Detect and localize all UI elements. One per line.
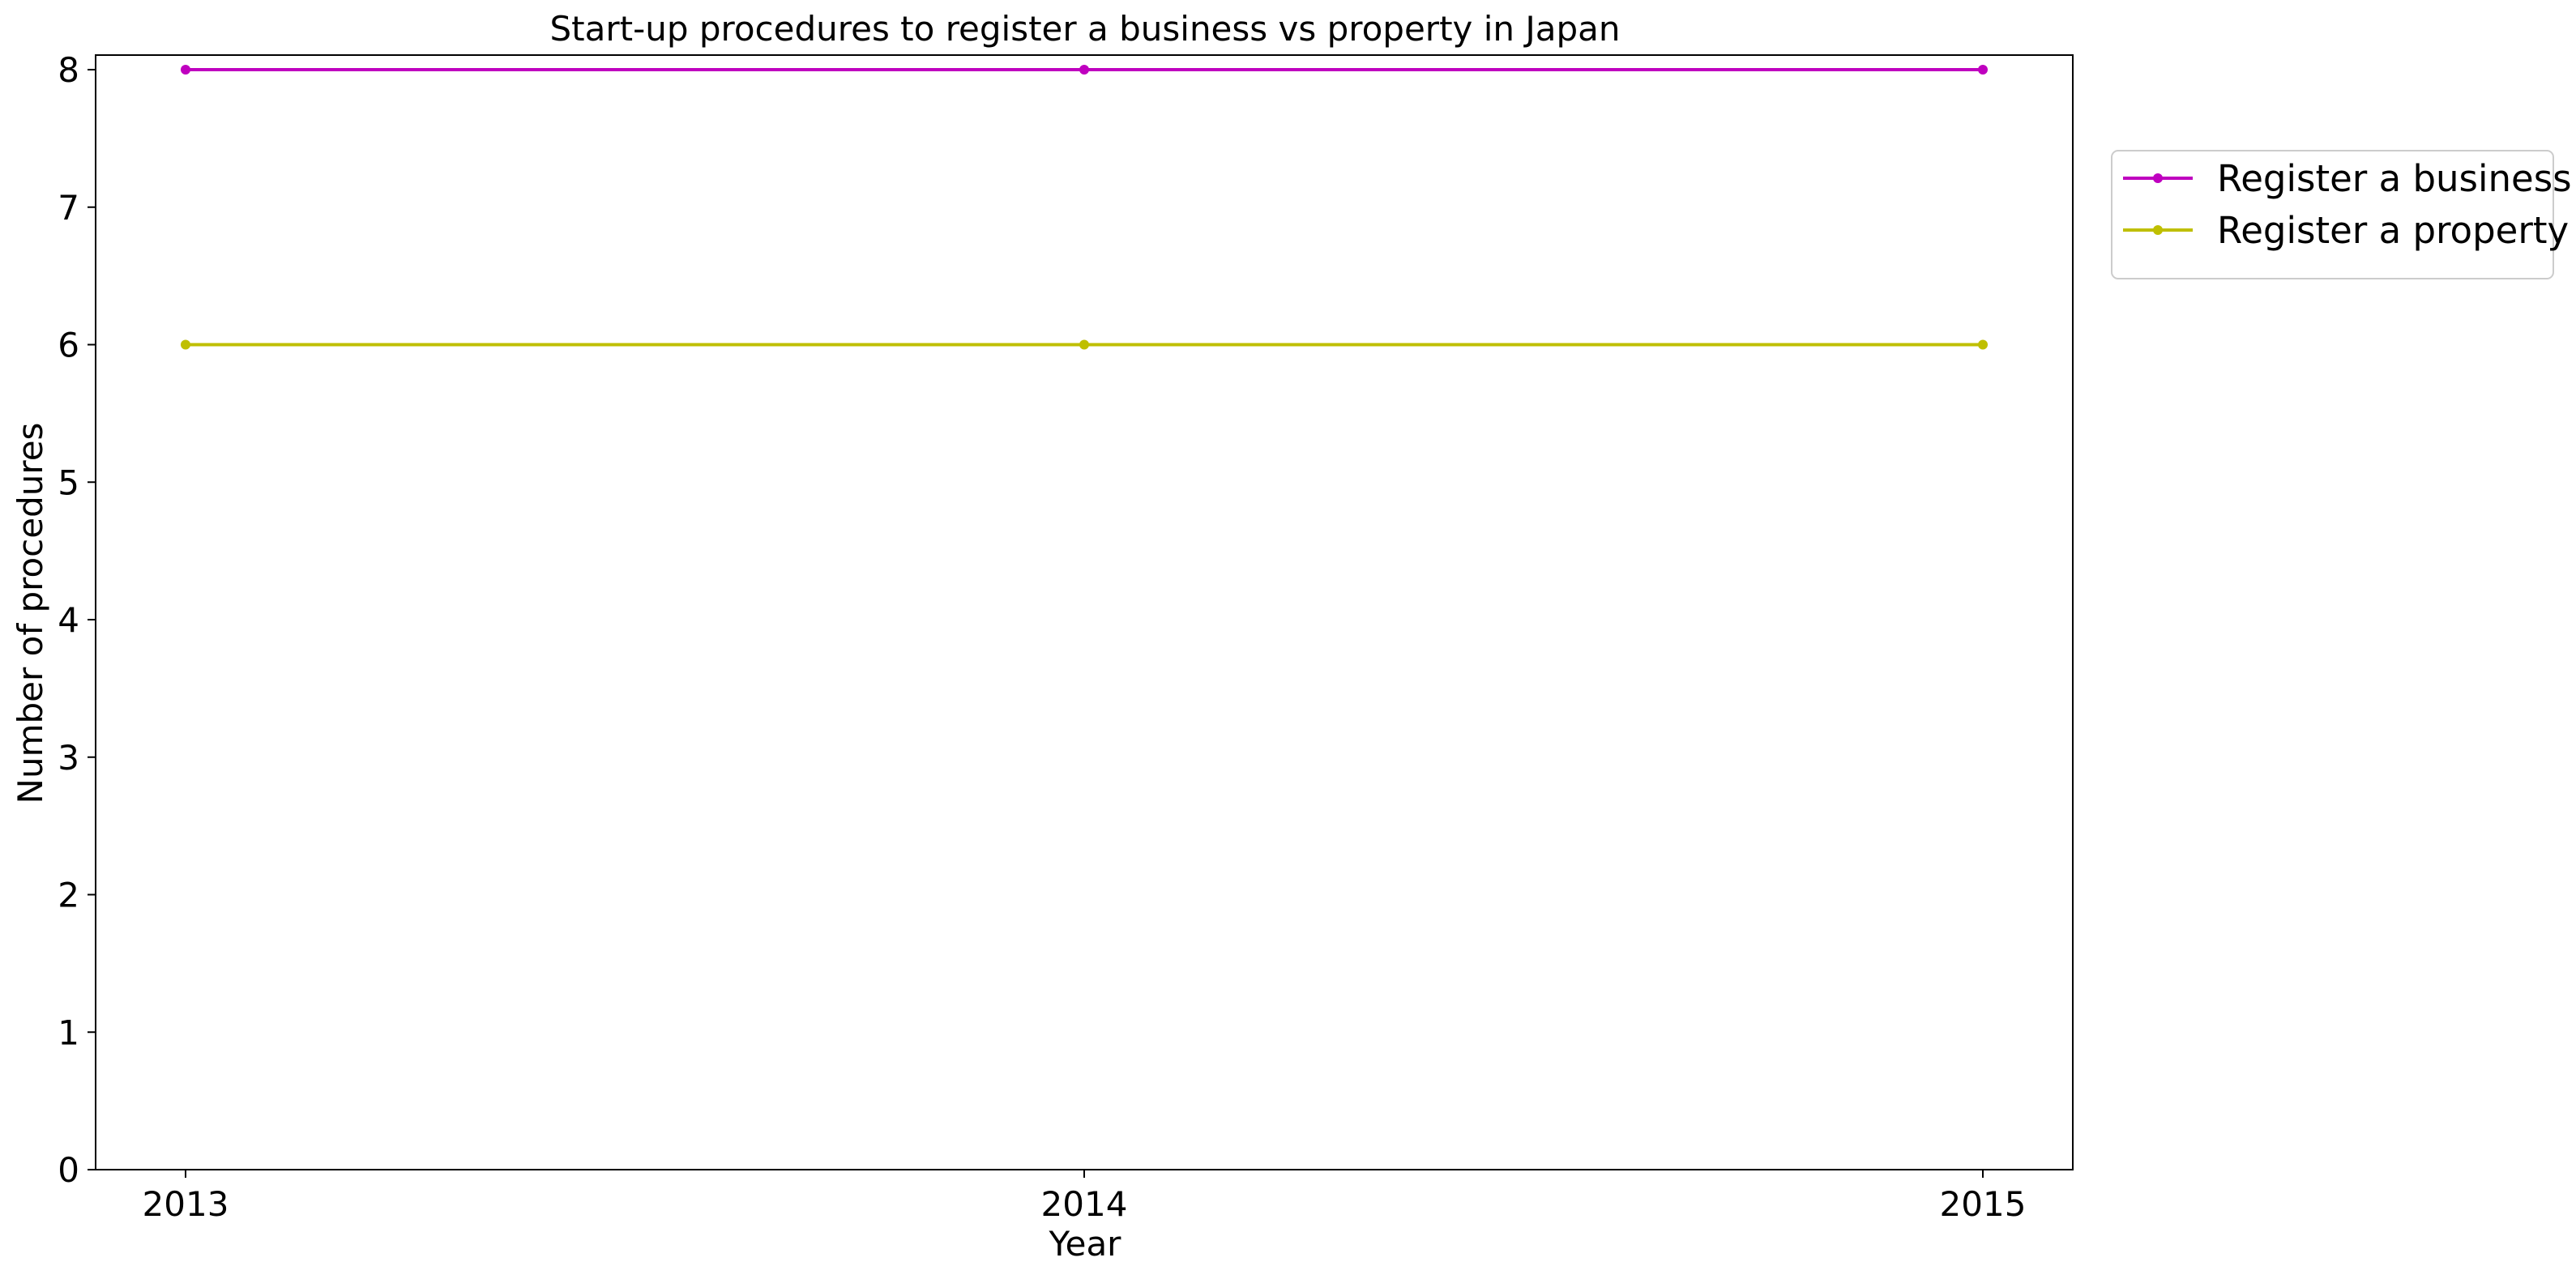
legend-label: Register a business [2217,157,2572,200]
y-tick-label: 8 [58,50,79,90]
series-point [1978,339,1988,350]
y-tick-label: 5 [58,463,79,502]
series-point [1079,339,1089,350]
x-tick-label: 2015 [1940,1184,2027,1224]
y-tick-label: 7 [58,188,79,228]
legend: Register a business Register a property [2111,150,2572,279]
y-tick-label: 4 [58,600,79,640]
y-tick-label: 0 [58,1150,79,1190]
x-axis-label: Year [1049,1224,1122,1264]
series-point [1978,65,1988,75]
x-tick-label: 2013 [143,1184,229,1224]
legend-marker [2153,173,2163,183]
chart-title: Start-up procedures to register a busine… [549,9,1620,49]
y-tick-label: 2 [58,876,79,915]
y-tick-label: 3 [58,738,79,778]
legend-box [2111,150,2554,279]
plot-area: 0 1 2 3 4 5 6 7 8 2013 2014 2015 [58,50,2074,1224]
series-point [181,339,190,350]
legend-marker [2153,225,2163,235]
series-point [181,65,190,75]
legend-label: Register a property [2217,209,2569,252]
x-tick-label: 2014 [1041,1184,1128,1224]
y-tick-label: 1 [58,1013,79,1052]
y-tick-label: 6 [58,326,79,365]
y-axis-label: Number of procedures [11,423,50,804]
series-point [1079,65,1089,75]
